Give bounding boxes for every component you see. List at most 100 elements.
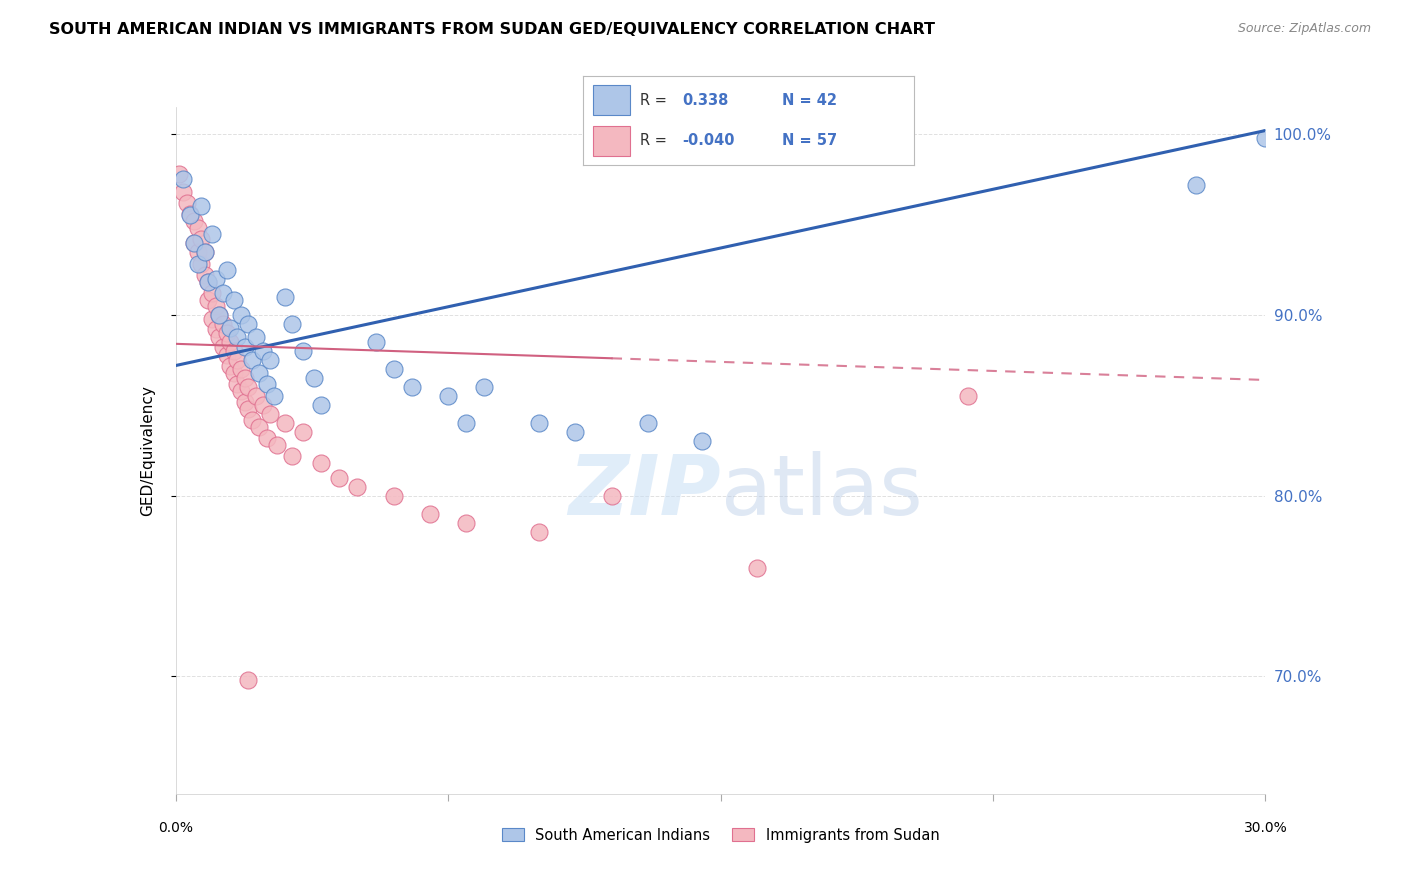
Point (194, 268, 217, 282)
Point (419, 507, 441, 521)
Point (190, 199, 212, 213)
Point (238, 317, 260, 331)
Point (637, 417, 659, 431)
Point (456, 417, 478, 431)
Point (245, 329, 267, 343)
Point (437, 389, 460, 403)
Point (745, 561, 768, 575)
Point (245, 389, 267, 403)
Point (233, 394, 256, 409)
Point (197, 276, 219, 290)
Point (204, 271, 226, 285)
Point (212, 286, 235, 301)
Point (172, 172, 194, 186)
Point (226, 376, 249, 391)
Point (183, 235, 205, 250)
Point (231, 384, 253, 398)
Text: N = 57: N = 57 (782, 133, 837, 148)
Point (281, 449, 304, 463)
Text: SOUTH AMERICAN INDIAN VS IMMIGRANTS FROM SUDAN GED/EQUIVALENCY CORRELATION CHART: SOUTH AMERICAN INDIAN VS IMMIGRANTS FROM… (49, 22, 935, 37)
Text: 30.0%: 30.0% (1243, 822, 1288, 835)
Point (212, 317, 235, 331)
Point (219, 359, 242, 373)
Point (263, 389, 285, 403)
Point (197, 276, 219, 290)
Point (401, 380, 423, 394)
Point (176, 195, 198, 210)
Point (201, 311, 224, 326)
Point (208, 308, 231, 322)
Point (197, 293, 219, 308)
Point (222, 293, 245, 308)
Point (231, 308, 253, 322)
Point (233, 340, 256, 354)
Point (564, 425, 586, 440)
Point (186, 244, 209, 259)
Point (252, 344, 274, 359)
Point (201, 286, 224, 301)
Point (172, 185, 194, 199)
Point (186, 221, 209, 235)
Point (274, 417, 297, 431)
Point (194, 244, 217, 259)
Point (238, 401, 260, 416)
Text: 0.0%: 0.0% (159, 822, 193, 835)
Point (256, 431, 278, 445)
Point (179, 209, 201, 223)
Text: N = 42: N = 42 (782, 93, 837, 108)
Point (240, 413, 263, 427)
Point (527, 417, 550, 431)
Point (281, 317, 304, 331)
Point (222, 344, 245, 359)
Text: atlas: atlas (721, 451, 922, 533)
Point (692, 434, 714, 449)
Point (247, 420, 270, 434)
Point (190, 257, 212, 271)
Point (208, 329, 231, 343)
Text: R =: R = (640, 93, 666, 108)
Point (382, 362, 405, 376)
Point (1254, 130, 1277, 145)
Point (212, 340, 235, 354)
Point (226, 329, 249, 343)
Point (204, 322, 226, 336)
Point (240, 353, 263, 368)
Point (291, 344, 314, 359)
Point (238, 380, 260, 394)
Point (231, 362, 253, 376)
Point (600, 489, 623, 503)
Point (179, 207, 201, 221)
Point (309, 398, 332, 412)
Point (201, 227, 224, 241)
Point (226, 353, 249, 368)
Point (302, 371, 325, 385)
Point (256, 376, 278, 391)
Point (215, 262, 238, 277)
Point (169, 167, 191, 181)
Legend: South American Indians, Immigrants from Sudan: South American Indians, Immigrants from … (496, 822, 945, 848)
Point (328, 470, 350, 484)
Point (183, 235, 205, 250)
Point (204, 299, 226, 313)
Text: -0.040: -0.040 (683, 133, 735, 148)
Point (364, 334, 387, 349)
Point (382, 489, 405, 503)
Point (219, 320, 242, 334)
Point (527, 524, 550, 539)
Point (194, 244, 217, 259)
Bar (593, 85, 630, 115)
Point (238, 673, 260, 687)
Point (183, 214, 205, 228)
Point (186, 257, 209, 271)
Point (291, 425, 314, 440)
Point (208, 308, 231, 322)
Point (309, 456, 332, 470)
Point (266, 438, 288, 452)
Point (346, 480, 368, 494)
Point (274, 290, 297, 304)
Point (215, 326, 238, 340)
Bar (593, 126, 630, 156)
Text: R =: R = (640, 133, 666, 148)
Point (474, 380, 496, 394)
Text: Source: ZipAtlas.com: Source: ZipAtlas.com (1237, 22, 1371, 36)
